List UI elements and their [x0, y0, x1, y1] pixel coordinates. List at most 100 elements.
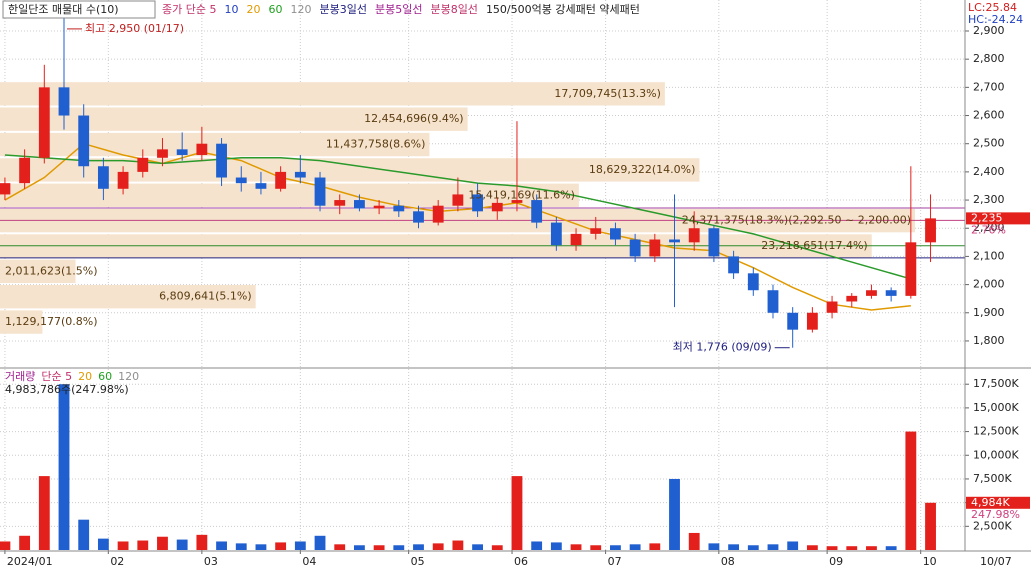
legend-item: 120 — [290, 3, 311, 16]
y-tick-label: 1,900 — [973, 306, 1005, 319]
volume-bar — [452, 540, 464, 550]
volume-bar — [885, 546, 897, 550]
profile-bar — [0, 285, 256, 309]
profile-bar — [0, 259, 76, 284]
candle-body — [531, 200, 543, 223]
x-tick-label: 02 — [110, 555, 124, 568]
volume-bar — [846, 546, 858, 550]
candle-body — [550, 222, 562, 246]
volume-bar — [353, 545, 365, 550]
candle-body — [196, 143, 208, 155]
candle-body — [925, 218, 936, 243]
candle-body — [353, 200, 365, 209]
current-price: 2,235 — [971, 211, 1003, 224]
y-tick-label: 10,000K — [973, 448, 1019, 461]
candle-body — [826, 301, 838, 313]
legend-item: 종가 단순 5 — [162, 3, 216, 16]
current-volume-change: 247.98% — [971, 508, 1020, 521]
volume-bar — [432, 543, 444, 550]
x-tick-label: 09 — [829, 555, 843, 568]
volume-bar — [216, 541, 227, 550]
profile-label: 24,371,375(18.3%)(2,292.50 ~ 2,200.00) — [682, 214, 911, 227]
y-tick-label: 2,100 — [973, 249, 1005, 262]
candle-body — [472, 194, 483, 212]
volume-bar — [491, 545, 503, 550]
volume-bar — [629, 544, 641, 550]
profile-label: 1,129,177(0.8%) — [5, 315, 98, 328]
y-tick-label: 2,400 — [973, 165, 1005, 178]
volume-info: 4,983,786주(247.98%) — [5, 383, 129, 396]
profile-bar — [0, 158, 700, 182]
profile-label: 23,218,651(17.4%) — [761, 239, 868, 252]
candle-body — [157, 149, 168, 158]
current-change: 2.76% — [971, 223, 1006, 236]
candle-body — [590, 228, 602, 234]
x-tick-label: 08 — [721, 555, 735, 568]
current-volume: 4,984K — [971, 496, 1010, 509]
legend-item: 분봉3일선 — [319, 2, 366, 16]
volume-bar — [708, 543, 720, 550]
x-tick-label: 03 — [204, 555, 218, 568]
candle-body — [669, 239, 680, 243]
current-volume-box — [966, 496, 1030, 509]
current-price-box — [966, 212, 1030, 225]
candle-body — [78, 115, 90, 167]
volume-bar — [866, 546, 877, 550]
title-box — [2, 0, 156, 19]
profile-label: 18,629,322(14.0%) — [589, 163, 696, 176]
volume-bar — [806, 545, 818, 550]
annotation: 최고 2,950 (01/17) — [85, 22, 184, 35]
volume-bar — [747, 545, 759, 550]
volume-bar — [531, 541, 543, 550]
background-layer — [0, 0, 965, 550]
volume-bar — [294, 541, 306, 550]
volume-bar — [117, 541, 129, 550]
candle-body — [413, 211, 424, 223]
volume-bar — [688, 532, 700, 550]
candle-body — [255, 183, 267, 189]
candle-body — [117, 171, 129, 189]
volume-bar — [728, 544, 740, 550]
candle-body — [846, 295, 858, 302]
profile-label: 11,437,758(8.6%) — [326, 138, 426, 151]
y-tick-label: 2,700 — [973, 80, 1005, 93]
volume-bar — [157, 536, 168, 550]
legend-item: 60 — [268, 3, 282, 16]
y-tick-label: 17,500K — [973, 377, 1019, 390]
x-tick-label: 10 — [923, 555, 937, 568]
candle-body — [629, 239, 641, 257]
x-tick-label: 04 — [302, 555, 316, 568]
x-tick-label: 2024/01 — [7, 555, 53, 568]
candle-body — [58, 87, 70, 116]
volume-bar — [393, 545, 405, 550]
candle-body — [787, 312, 799, 330]
y-tick-label: 12,500K — [973, 425, 1019, 438]
candle-body — [393, 205, 405, 212]
candle-body — [216, 143, 227, 178]
candle-body — [452, 194, 464, 206]
volume-bar — [905, 431, 917, 550]
y-tick-label: 2,500K — [973, 519, 1012, 532]
candle-body — [806, 312, 818, 330]
candle-body — [491, 202, 503, 212]
candle-body — [511, 200, 523, 203]
x-tick-label: 07 — [608, 555, 622, 568]
y-tick-label: 2,900 — [973, 24, 1005, 37]
candle-body — [728, 256, 740, 274]
volume-bar — [590, 545, 602, 550]
candle-body — [570, 233, 582, 246]
y-tick-label: 1,800 — [973, 334, 1005, 347]
profile-bar — [0, 82, 665, 106]
candle-body — [373, 205, 385, 209]
volume-bar — [925, 502, 936, 550]
volume-bar — [511, 476, 523, 550]
candle-body — [432, 205, 444, 223]
volume-bar — [255, 544, 267, 550]
hc-label: HC:-24.24 — [968, 13, 1023, 26]
volume-bar — [570, 544, 582, 550]
candle-body — [97, 166, 109, 189]
candle-body — [0, 183, 11, 195]
main-layer — [0, 16, 936, 550]
legend-item: 150/500억봉 강세패턴 약세패턴 — [486, 2, 640, 16]
